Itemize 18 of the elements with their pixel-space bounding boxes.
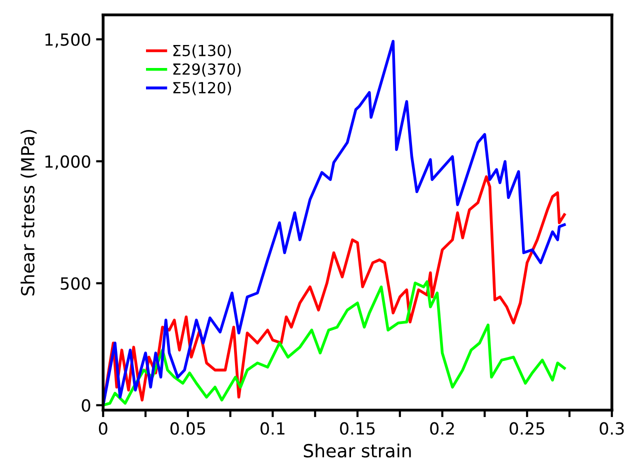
- y-axis-title: Shear stress (MPa): [20, 130, 37, 296]
- line-series: [103, 280, 566, 407]
- legend-label: Σ29(370): [173, 63, 241, 77]
- y-tick-label: 500: [60, 277, 90, 290]
- x-tick-label: 0.05: [170, 422, 206, 435]
- legend-label: Σ5(130): [173, 44, 231, 58]
- x-tick-label: 0.25: [510, 422, 544, 435]
- x-tick-label: 0.2: [430, 422, 454, 435]
- x-tick-label: 0.15: [340, 422, 375, 435]
- line-series: [103, 40, 566, 407]
- y-tick-label: 1,000: [45, 155, 90, 170]
- legend-label: Σ5(120): [173, 82, 231, 96]
- x-axis-title: Shear strain: [304, 444, 411, 458]
- y-tick-label: 1,500: [45, 33, 90, 48]
- x-tick-label: 0.1: [260, 422, 284, 435]
- x-tick-label: 0.3: [600, 422, 624, 435]
- x-tick-label: 0: [98, 422, 108, 435]
- y-tick-label: 0: [82, 399, 90, 412]
